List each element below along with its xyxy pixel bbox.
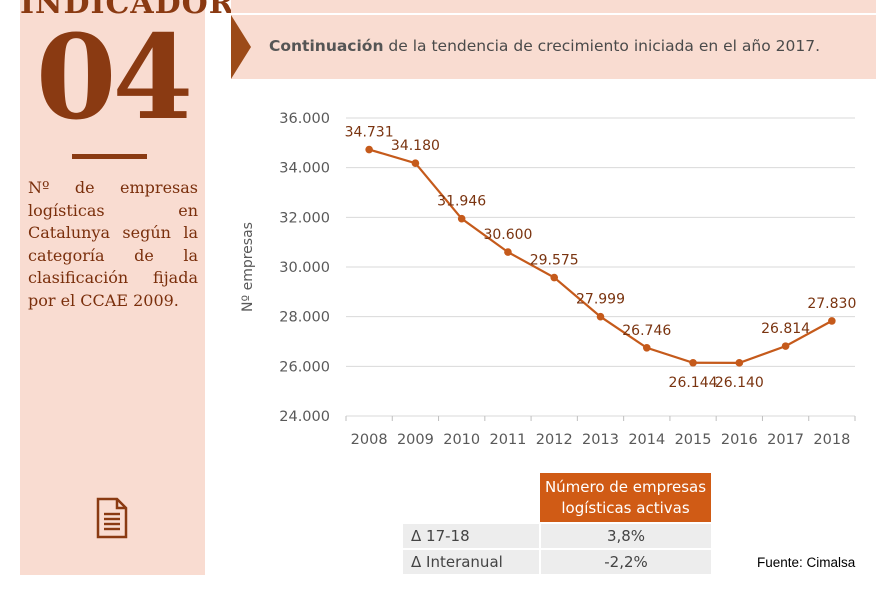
table-row: Δ Interanual -2,2% <box>403 548 711 574</box>
data-point <box>550 273 559 282</box>
y-tick-label: 28.000 <box>279 310 330 326</box>
description-line: Catalunya según <box>28 223 171 243</box>
x-tick-label: 2015 <box>675 432 712 448</box>
description-line: Nº de empresas <box>28 178 198 197</box>
document-icon <box>96 497 128 539</box>
table-corner <box>403 473 540 523</box>
table-row: Δ 17-18 3,8% <box>403 522 711 549</box>
data-label: 29.575 <box>530 253 579 269</box>
data-label: 26.814 <box>761 321 810 337</box>
source-note: Fuente: Cimalsa <box>757 555 856 570</box>
subtitle-rest: de la tendencia de crecimiento iniciada … <box>383 37 821 55</box>
row-value: 3,8% <box>539 522 711 549</box>
x-tick-label: 2017 <box>767 432 804 448</box>
data-point <box>596 312 605 321</box>
subtitle-bold: Continuación <box>269 37 384 55</box>
data-label: 34.731 <box>345 125 394 141</box>
header-band <box>231 0 876 13</box>
description-line: la clasificación <box>28 245 198 288</box>
data-label: 27.830 <box>807 296 856 312</box>
y-tick-label: 26.000 <box>279 359 330 375</box>
x-tick-label: 2016 <box>721 432 758 448</box>
data-point <box>781 342 790 350</box>
data-point <box>411 159 420 167</box>
indicator-divider <box>72 154 147 159</box>
data-label: 34.180 <box>391 138 440 154</box>
row-label: Δ 17-18 <box>403 522 540 549</box>
data-label: 26.140 <box>715 375 764 391</box>
y-axis-label: Nº empresas <box>240 222 256 312</box>
table-header-line: Número de empresas <box>544 477 707 496</box>
x-tick-label: 2010 <box>443 432 480 448</box>
description-line: la categoría de <box>28 223 198 265</box>
row-label: Δ Interanual <box>403 548 540 574</box>
description-line: fijada <box>153 268 198 288</box>
subtitle-banner: Continuación de la tendencia de crecimie… <box>231 15 876 79</box>
data-point <box>735 359 744 367</box>
subtitle-text: Continuación de la tendencia de crecimie… <box>269 37 820 55</box>
data-point <box>642 344 651 352</box>
table-header-line: logísticas activas <box>561 498 690 517</box>
x-tick-label: 2008 <box>351 432 388 448</box>
indicator-description: Nº de empresas logísticas en Catalunya s… <box>28 177 198 313</box>
data-point <box>828 317 836 325</box>
row-value: -2,2% <box>539 548 711 574</box>
data-point <box>504 248 512 256</box>
data-point <box>365 145 373 154</box>
y-tick-label: 34.000 <box>279 161 330 177</box>
x-tick-label: 2011 <box>490 432 527 448</box>
indicator-number: 04 <box>35 10 193 146</box>
data-label: 31.946 <box>437 194 486 210</box>
data-point <box>457 214 466 223</box>
indicator-sidebar: INDICADOR 04 Nº de empresas logísticas e… <box>20 0 235 575</box>
description-line: logísticas en <box>28 200 198 220</box>
x-tick-label: 2012 <box>536 432 573 448</box>
banner-arrow-icon <box>231 15 251 79</box>
description-line: por el CCAE 2009. <box>28 290 179 310</box>
x-tick-label: 2009 <box>397 432 434 448</box>
x-tick-label: 2013 <box>582 432 619 448</box>
table-header: Número de empresas logísticas activas <box>540 473 711 523</box>
data-label: 26.144 <box>669 375 718 391</box>
y-tick-label: 24.000 <box>279 409 330 425</box>
line-chart: 24.000 26.000 28.000 30.000 32.000 34.000 36.0… <box>240 111 856 448</box>
stats-table: Número de empresas logísticas activas Δ … <box>403 473 711 574</box>
x-tick-label: 2018 <box>813 432 850 448</box>
indicator-title: INDICADOR <box>20 0 235 21</box>
y-tick-label: 30.000 <box>279 260 330 276</box>
y-tick-label: 32.000 <box>279 210 330 226</box>
data-point <box>689 358 697 367</box>
data-label: 30.600 <box>483 227 532 243</box>
data-label: 26.746 <box>622 323 671 339</box>
data-label: 27.999 <box>576 292 625 308</box>
y-tick-label: 36.000 <box>279 111 330 127</box>
x-tick-label: 2014 <box>628 432 665 448</box>
